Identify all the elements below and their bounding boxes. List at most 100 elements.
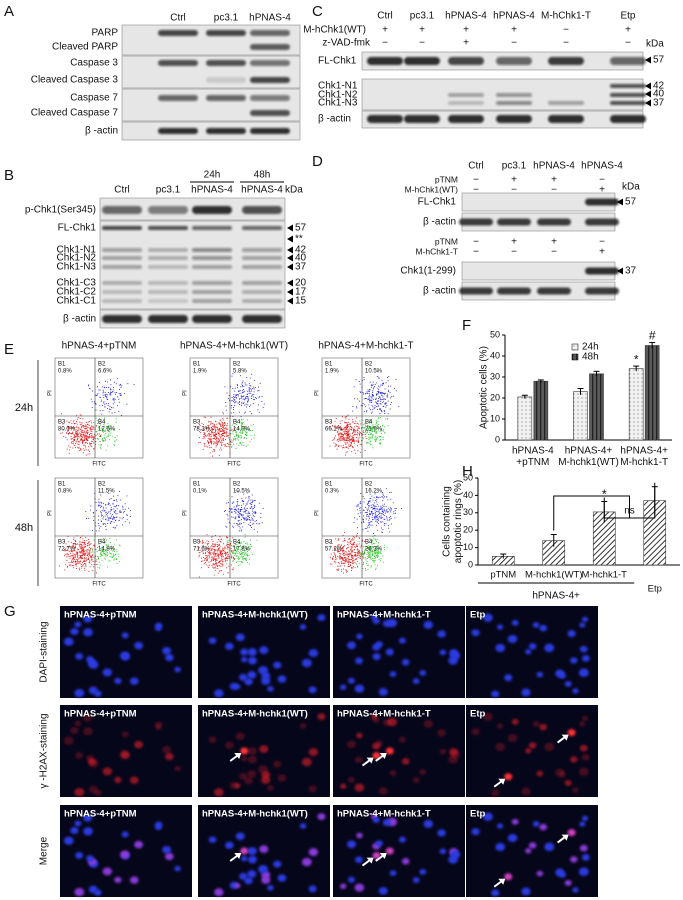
event-dot	[355, 432, 356, 433]
event-dot	[119, 545, 120, 546]
event-dot	[76, 552, 77, 553]
event-dot	[78, 552, 79, 553]
event-dot	[228, 558, 229, 559]
event-dot	[363, 420, 364, 421]
gate-percent: 66.1%	[325, 427, 343, 433]
event-dot	[228, 519, 229, 520]
nucleus	[348, 777, 355, 783]
event-dot	[110, 542, 111, 543]
column-header: M-hChk1-T	[541, 11, 591, 22]
event-dot	[350, 445, 351, 446]
nucleus	[74, 622, 81, 628]
gate-name: B1	[193, 362, 201, 368]
blot-band	[448, 93, 484, 97]
event-dot	[371, 521, 372, 522]
nucleus	[120, 652, 129, 660]
event-dot	[217, 442, 218, 443]
event-dot	[242, 516, 243, 517]
event-dot	[86, 557, 87, 558]
nucleus	[491, 691, 499, 698]
blot-band	[548, 57, 584, 65]
event-dot	[214, 426, 215, 427]
event-dot	[96, 404, 97, 405]
event-dot	[82, 430, 83, 431]
event-dot	[100, 511, 101, 512]
event-dot	[223, 430, 224, 431]
event-dot	[351, 443, 352, 444]
event-dot	[218, 442, 219, 443]
event-dot	[389, 519, 390, 520]
event-dot	[130, 516, 131, 517]
event-dot	[377, 403, 378, 404]
event-dot	[238, 559, 239, 560]
event-dot	[105, 559, 106, 560]
event-dot	[210, 430, 211, 431]
event-dot	[88, 549, 89, 550]
event-dot	[370, 396, 371, 397]
event-dot	[107, 567, 108, 568]
event-dot	[371, 496, 372, 497]
nucleus	[440, 749, 447, 755]
event-dot	[373, 508, 374, 509]
event-dot	[72, 559, 73, 560]
event-dot	[211, 432, 212, 433]
event-dot	[349, 446, 350, 447]
event-dot	[349, 553, 350, 554]
event-dot	[83, 561, 84, 562]
event-dot	[356, 545, 357, 546]
event-dot	[216, 438, 217, 439]
blot-band	[148, 290, 188, 294]
column-header: hPNAS-4	[191, 185, 233, 196]
event-dot	[89, 550, 90, 551]
nucleus	[309, 686, 317, 693]
event-dot	[73, 565, 74, 566]
event-dot	[377, 508, 378, 509]
gate-percent: 12.6%	[98, 427, 116, 433]
event-dot	[390, 404, 391, 405]
event-dot	[214, 432, 215, 433]
event-dot	[249, 390, 250, 391]
event-dot	[343, 435, 344, 436]
event-dot	[241, 422, 242, 423]
marker-label: 37	[625, 266, 637, 277]
event-dot	[82, 440, 83, 441]
condition-sign: −	[563, 38, 569, 49]
event-dot	[368, 434, 369, 435]
y-tick-label: 20	[490, 392, 500, 402]
event-dot	[243, 422, 244, 423]
event-dot	[379, 512, 380, 513]
nucleus	[450, 851, 460, 859]
event-dot	[101, 514, 102, 515]
event-dot	[73, 543, 74, 544]
event-dot	[85, 544, 86, 545]
event-dot	[222, 549, 223, 550]
event-dot	[374, 518, 375, 519]
event-dot	[368, 557, 369, 558]
event-dot	[387, 377, 388, 378]
event-dot	[243, 442, 244, 443]
event-dot	[214, 567, 215, 568]
x-tick-label: M-hchk1-T	[582, 570, 628, 581]
gate-percent: 5.8%	[233, 369, 247, 375]
nucleus	[582, 754, 590, 761]
event-dot	[212, 426, 213, 427]
event-dot	[73, 421, 74, 422]
event-dot	[238, 508, 239, 509]
event-dot	[391, 518, 392, 519]
event-dot	[391, 396, 392, 397]
event-dot	[88, 438, 89, 439]
event-dot	[95, 556, 96, 557]
event-dot	[92, 407, 93, 408]
nucleus	[83, 727, 93, 735]
event-dot	[98, 520, 99, 521]
event-dot	[242, 500, 243, 501]
event-dot	[370, 434, 371, 435]
event-dot	[363, 554, 364, 555]
event-dot	[222, 561, 223, 562]
event-dot	[99, 528, 100, 529]
nucleus	[491, 890, 499, 897]
event-dot	[83, 564, 84, 565]
event-dot	[347, 547, 348, 548]
x-axis-label: FITC	[359, 582, 373, 588]
event-dot	[371, 400, 372, 401]
